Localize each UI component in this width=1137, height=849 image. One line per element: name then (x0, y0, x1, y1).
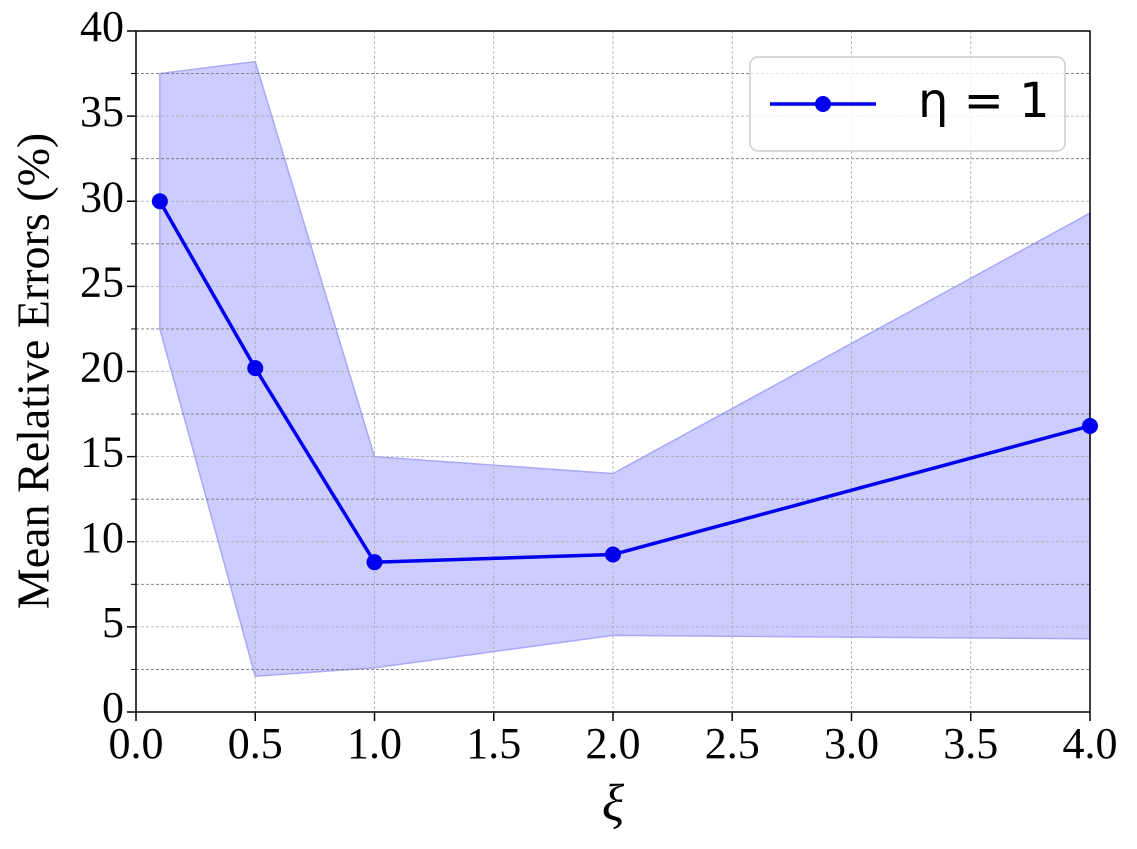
x-tick-label: 3.5 (943, 719, 998, 768)
point (366, 554, 383, 571)
legend-label: η = 1 (918, 73, 1050, 129)
x-tick-label: 0.5 (228, 719, 283, 768)
y-tick-label: 40 (80, 2, 124, 51)
point (1082, 417, 1098, 434)
point (151, 193, 168, 210)
legend-box (749, 56, 1066, 152)
y-tick-label: 0 (102, 683, 124, 732)
error-band (159, 60, 1091, 678)
legend-marker (815, 96, 831, 112)
x-tick-label: 2.5 (705, 719, 760, 768)
y-axis-label: Mean Relative Errors (%) (8, 133, 59, 609)
x-tick-label: 2.0 (586, 719, 641, 768)
y-tick-label: 5 (102, 598, 124, 647)
y-tick-label: 15 (80, 428, 124, 477)
x-tick-label: 1.0 (347, 719, 402, 768)
x-tick-label: 0.0 (109, 719, 164, 768)
y-tick-label: 20 (80, 343, 124, 392)
y-tick-label: 30 (80, 172, 124, 221)
plot-frame (135, 30, 1091, 713)
y-tick-label: 25 (80, 257, 124, 306)
x-tick-label: 3.0 (824, 719, 879, 768)
y-tick-label: 10 (80, 513, 124, 562)
x-axis-label: ξ (602, 775, 625, 832)
point (605, 546, 621, 563)
x-tick-label: 1.5 (466, 719, 521, 768)
y-tick-label: 35 (80, 87, 124, 136)
point (247, 360, 264, 377)
x-tick-label: 4.0 (1063, 719, 1118, 768)
